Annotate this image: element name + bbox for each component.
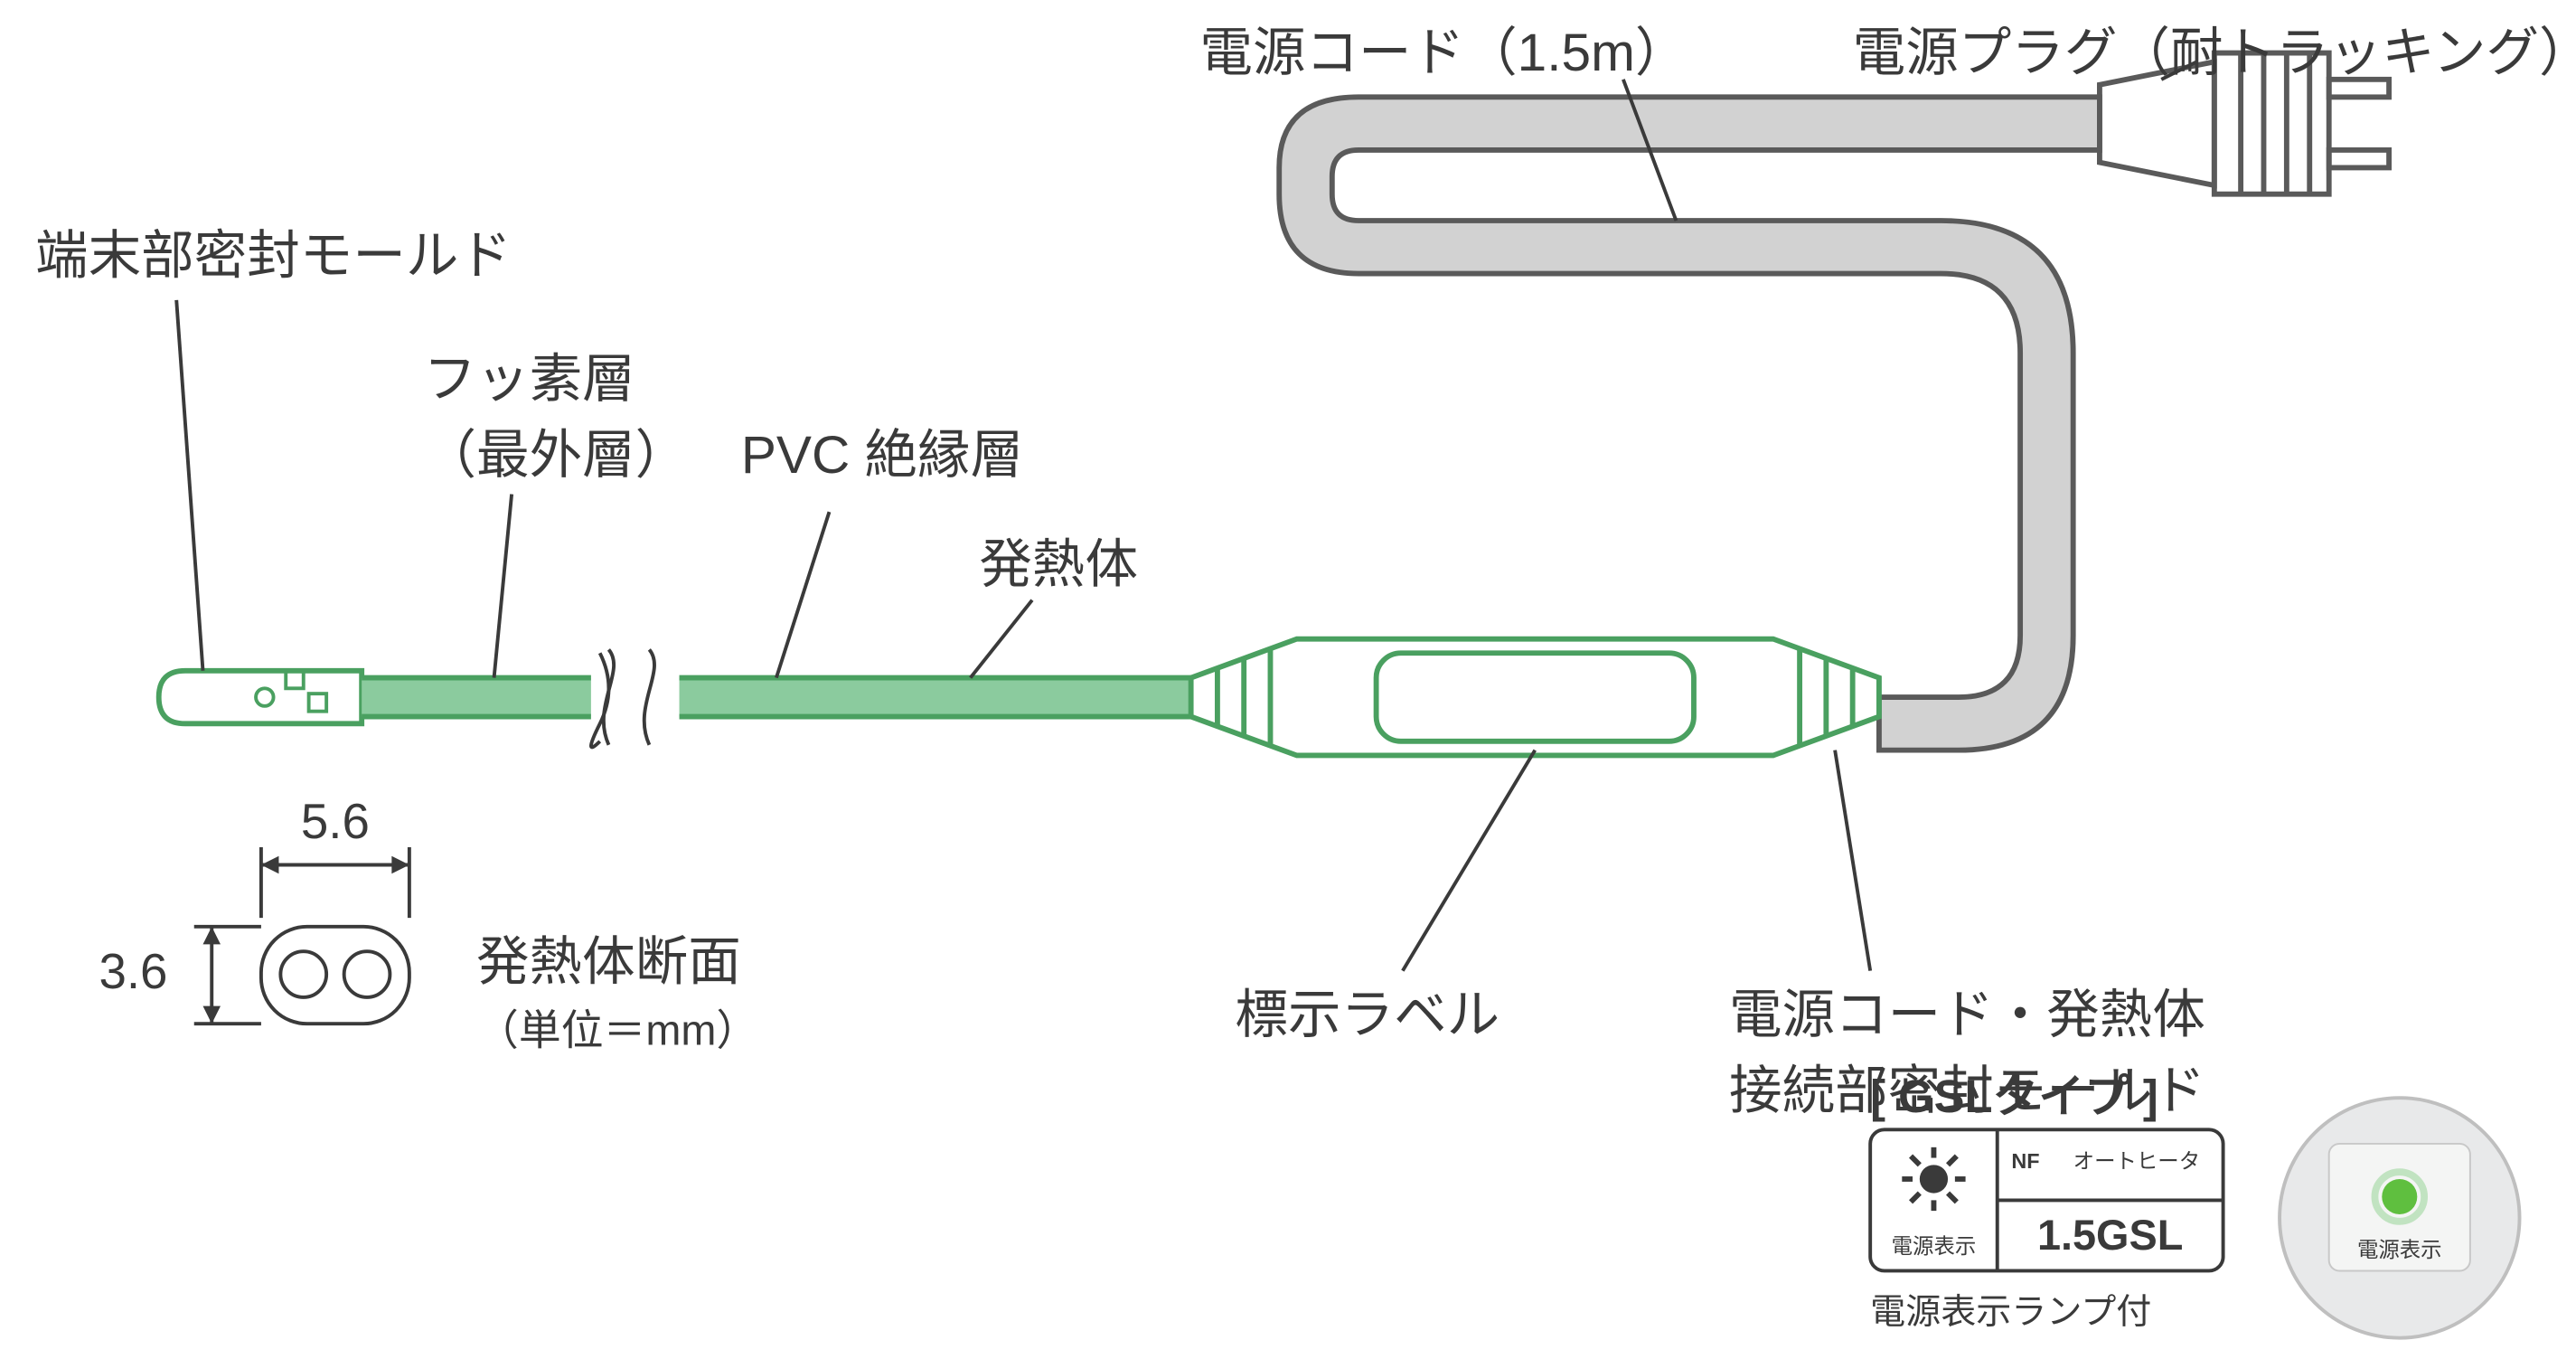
display-label [1377,653,1694,741]
label-pvc: PVC 絶縁層 [741,426,1023,485]
badge-model: 1.5GSL [2037,1212,2183,1259]
badge-auto-heater: オートヒータ [2073,1149,2200,1173]
label-housing [1191,639,1879,756]
sun-icon [1902,1147,1965,1211]
label-joint-mold-1: 電源コード・発熱体 [1729,986,2205,1044]
dim-height: 3.6 [99,944,167,999]
indicator-photo: 電源表示 [2280,1098,2519,1337]
callout-lines [176,61,2196,970]
heater-cable-group [159,639,1879,756]
badge-caption: 電源表示ランプ付 [1870,1293,2151,1332]
badge-nf: NF [2011,1149,2039,1173]
photo-caption: 電源表示 [2357,1238,2442,1261]
power-cord-group [1279,53,2389,750]
label-cross-section-1: 発熱体断面 [476,932,741,991]
label-display-label: 標示ラベル [1235,986,1500,1044]
badge-title: [ GSLタイプ ] [1870,1071,2158,1122]
badge-power-indicator: 電源表示 [1892,1234,1977,1258]
label-power-plug: 電源プラグ（耐トラッキング） [1853,24,2576,82]
label-heating-element: 発熱体 [979,535,1138,594]
label-terminal-mold: 端末部密封モールド [35,227,512,286]
terminal-mold [159,671,362,724]
diagram-canvas: 端末部密封モールド フッ素層 （最外層） PVC 絶縁層 発熱体 電源コード（1… [0,0,2576,1359]
label-fluorine-2: （最外層） [423,426,688,485]
label-power-cord: 電源コード（1.5m） [1199,24,1688,82]
break-mark [591,649,680,747]
cross-section: 5.6 3.6 発熱体断面 （単位＝mm） [99,794,758,1053]
dim-width: 5.6 [301,794,370,849]
label-fluorine-1: フッ素層 [423,350,635,409]
label-cross-section-2: （単位＝mm） [476,1007,758,1054]
